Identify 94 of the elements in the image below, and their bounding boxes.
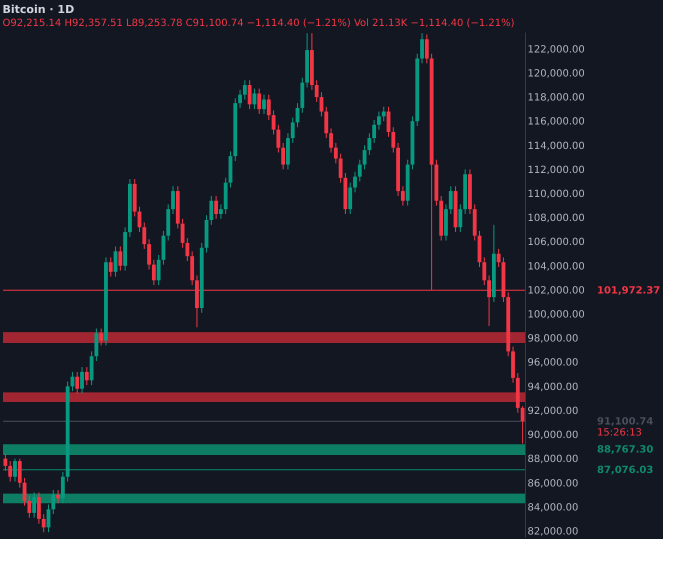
y-tick-label: 98,000.00 <box>528 334 578 345</box>
candlestick <box>324 106 328 139</box>
candlestick <box>13 458 17 482</box>
candlestick <box>185 238 190 262</box>
band-label: 88,767.30 <box>597 444 654 456</box>
candlestick <box>51 489 56 515</box>
candlestick <box>171 186 175 214</box>
y-tick-label: 116,000.00 <box>528 116 585 128</box>
y-tick-label: 106,000.00 <box>528 237 585 248</box>
y-tick-label: 90,000.00 <box>528 430 578 442</box>
candlestick <box>94 328 98 362</box>
candlestick <box>22 477 26 506</box>
candlestick <box>3 453 8 472</box>
y-tick-label: 104,000.00 <box>528 261 585 272</box>
candlestick <box>353 171 357 193</box>
text: 15:26:13 <box>597 427 642 438</box>
y-tick-label: 102,000.00 <box>528 285 585 296</box>
y-tick-label: 86,000.00 <box>528 478 578 490</box>
candlestick <box>296 102 300 128</box>
candlestick <box>180 218 185 248</box>
candlestick <box>262 94 266 114</box>
candlestick <box>27 496 32 518</box>
candlestick <box>276 124 280 154</box>
candlestick <box>382 106 386 122</box>
candlestick <box>37 492 41 524</box>
candlestick <box>252 88 256 110</box>
ref-line-label: 91,100.74 <box>597 416 654 428</box>
chart-title: Bitcoin · 1D <box>2 3 74 16</box>
candlestick <box>448 186 453 214</box>
candlestick <box>242 80 247 100</box>
candlestick <box>348 182 352 214</box>
y-tick-label: 84,000.00 <box>528 502 578 514</box>
candlestick <box>329 128 333 154</box>
candlestick <box>424 34 429 64</box>
candlestick <box>114 246 118 278</box>
candlestick <box>32 492 36 518</box>
candlestick <box>367 132 372 156</box>
candlestick <box>290 117 295 144</box>
candlestick <box>496 248 501 268</box>
y-tick-label: 120,000.00 <box>528 68 585 80</box>
candlestick <box>214 195 218 220</box>
candlestick <box>56 489 60 504</box>
candlestick <box>400 186 405 206</box>
y-tick-label: 88,000.00 <box>528 454 578 466</box>
candlestick <box>248 80 252 110</box>
ref-line-label: 87,076.03 <box>597 464 654 476</box>
candlestick <box>80 366 84 394</box>
candlestick <box>420 32 424 64</box>
y-tick-label: 118,000.00 <box>528 92 585 104</box>
candlestick <box>209 195 214 226</box>
y-tick-label: 112,000.00 <box>528 164 585 176</box>
y-tick-label: 94,000.00 <box>528 382 578 393</box>
candlestick <box>75 371 80 394</box>
candlestick <box>147 238 151 270</box>
candlestick <box>386 106 390 138</box>
candlestick <box>314 80 319 102</box>
candlestick <box>84 366 89 386</box>
candlestick <box>70 371 74 392</box>
candlestick <box>372 119 376 144</box>
candlestick <box>108 256 113 278</box>
y-tick-label: 114,000.00 <box>528 140 585 152</box>
candlestick <box>362 144 366 170</box>
y-tick-label: 108,000.00 <box>528 213 585 224</box>
candlestick <box>358 159 362 182</box>
candlestick <box>42 514 46 533</box>
candlestick <box>482 256 486 286</box>
candlestick <box>266 94 271 120</box>
y-tick-label: 92,000.00 <box>528 406 578 417</box>
candlestick <box>272 110 276 135</box>
candlestick <box>377 111 381 130</box>
candlestick <box>320 92 324 117</box>
candlestick <box>18 458 22 488</box>
y-tick-label: 122,000.00 <box>528 44 585 56</box>
chart-subtitle: O92,215.14 H92,357.51 L89,253.78 C91,100.74 −1,114.40 (−1.21%) Vol 21.13K −1,114.40 (−1.21%) <box>2 18 515 29</box>
candlestick <box>391 126 396 154</box>
y-tick-label: 96,000.00 <box>528 358 578 369</box>
candlestick <box>60 471 65 504</box>
y-tick-label: 100,000.00 <box>528 310 585 321</box>
candlestick <box>218 204 223 220</box>
candlestick <box>257 88 262 114</box>
candlestick <box>281 142 286 170</box>
candlestick <box>118 246 122 272</box>
candlestick <box>334 142 338 164</box>
candlestick <box>458 204 462 233</box>
candlestick <box>46 504 50 533</box>
y-tick-label: 82,000.00 <box>528 526 578 538</box>
candlestick <box>238 89 242 108</box>
candlestick <box>156 254 161 286</box>
y-tick-label: 110,000.00 <box>528 189 585 200</box>
ref-line-label: 101,972.37 <box>597 285 660 296</box>
candlestick <box>520 406 525 444</box>
candlestick <box>152 259 156 286</box>
candlestick <box>338 153 343 184</box>
candlestick <box>138 206 142 233</box>
